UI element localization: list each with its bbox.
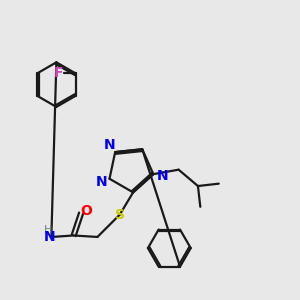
Text: H: H [44, 224, 52, 235]
Text: N: N [103, 139, 115, 152]
Text: S: S [115, 208, 125, 222]
Text: N: N [156, 169, 168, 183]
Text: F: F [54, 67, 64, 80]
Text: N: N [44, 230, 56, 244]
Text: O: O [80, 204, 92, 218]
Text: N: N [95, 176, 107, 189]
